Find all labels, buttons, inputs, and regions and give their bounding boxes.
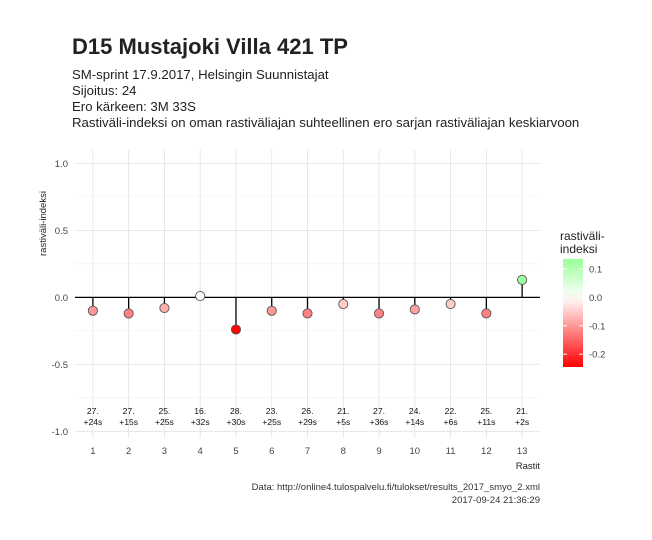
- y-axis-title: rastiväli-indeksi: [38, 191, 49, 256]
- subtitle-event: SM-sprint 17.9.2017, Helsingin Suunnista…: [72, 67, 329, 82]
- legend-title-line1: rastiväli-: [560, 229, 605, 243]
- y-tick-label: 1.0: [55, 159, 68, 170]
- x-tick-label: 4: [198, 446, 203, 457]
- point-label-time: +6s: [444, 417, 458, 427]
- legend-title-line2: indeksi: [560, 242, 597, 256]
- subtitle-placement: Sijoitus: 24: [72, 83, 137, 98]
- point-label-time: +24s: [83, 417, 102, 427]
- y-tick-label: 0.0: [55, 293, 68, 304]
- timestamp-caption: 2017-09-24 21:36:29: [451, 495, 540, 506]
- point-label-rank: 23.: [266, 406, 278, 416]
- y-tick-label: -0.5: [52, 360, 68, 371]
- point-label-rank: 25.: [158, 406, 170, 416]
- data-point: [302, 308, 313, 319]
- point-label-rank: 21.: [337, 406, 349, 416]
- y-tick-label: 0.5: [55, 226, 68, 237]
- data-point: [481, 308, 492, 319]
- x-tick-label: 5: [233, 446, 238, 457]
- data-point: [123, 308, 134, 319]
- x-tick-label: 6: [269, 446, 274, 457]
- point-label-rank: 28.: [230, 406, 242, 416]
- point-label-rank: 26.: [302, 406, 314, 416]
- data-point: [266, 305, 277, 316]
- data-point: [87, 305, 98, 316]
- data-point: [409, 304, 420, 315]
- x-tick-label: 7: [305, 446, 310, 457]
- point-label-rank: 27.: [373, 406, 385, 416]
- point-label-time: +5s: [336, 417, 350, 427]
- x-tick-label: 12: [481, 446, 492, 457]
- data-point: [195, 290, 206, 302]
- point-label-rank: 24.: [409, 406, 421, 416]
- chart-subtitle: SM-sprint 17.9.2017, Helsingin Suunnista…: [72, 67, 579, 131]
- point-label-rank: 27.: [87, 406, 99, 416]
- chart-title: D15 Mustajoki Villa 421 TP: [72, 34, 348, 59]
- point-label-rank: 25.: [480, 406, 492, 416]
- point-label-time: +25s: [262, 417, 281, 427]
- point-label-rank: 21.: [516, 406, 528, 416]
- x-tick-label: 9: [376, 446, 381, 457]
- point-label-time: +15s: [119, 417, 138, 427]
- data-point: [159, 303, 170, 314]
- point-label-time: +2s: [515, 417, 529, 427]
- legend-tick-label: -0.1: [589, 321, 605, 332]
- x-tick-label: 11: [446, 446, 456, 457]
- point-label-time: +30s: [227, 417, 246, 427]
- subtitle-gap-to-leader: Ero kärkeen: 3M 33S: [72, 99, 196, 114]
- data-point: [230, 324, 242, 335]
- subtitle-explanation: Rastiväli-indeksi on oman rastiväliajan …: [72, 115, 580, 130]
- data-point: [338, 298, 349, 310]
- x-tick-label: 1: [90, 446, 95, 457]
- legend-tick-label: 0.0: [589, 293, 602, 304]
- x-tick-label: 8: [341, 446, 346, 457]
- point-label-time: +11s: [477, 417, 495, 427]
- legend-tick-label: -0.2: [589, 350, 605, 361]
- x-axis-title: Rastit: [516, 461, 541, 472]
- data-source-caption: Data: http://online4.tulospalvelu.fi/tul…: [251, 482, 540, 493]
- point-label-time: +29s: [298, 417, 317, 427]
- point-label-rank: 16.: [194, 406, 206, 416]
- data-point: [445, 298, 456, 310]
- point-label-time: +14s: [405, 417, 424, 427]
- data-point: [373, 308, 385, 319]
- point-label-time: +25s: [155, 417, 174, 427]
- x-tick-label: 3: [162, 446, 167, 457]
- point-label-rank: 22.: [445, 406, 457, 416]
- legend-tick-label: 0.1: [589, 264, 602, 275]
- y-tick-label: -1.0: [52, 427, 68, 438]
- x-tick-label: 2: [126, 446, 131, 457]
- x-tick-label: 13: [517, 446, 528, 457]
- point-label-time: +36s: [370, 417, 389, 427]
- data-point: [517, 274, 528, 285]
- legend-color-bar: [563, 259, 583, 367]
- point-label-time: +32s: [191, 417, 210, 427]
- point-label-rank: 27.: [123, 406, 135, 416]
- x-tick-label: 10: [410, 446, 421, 457]
